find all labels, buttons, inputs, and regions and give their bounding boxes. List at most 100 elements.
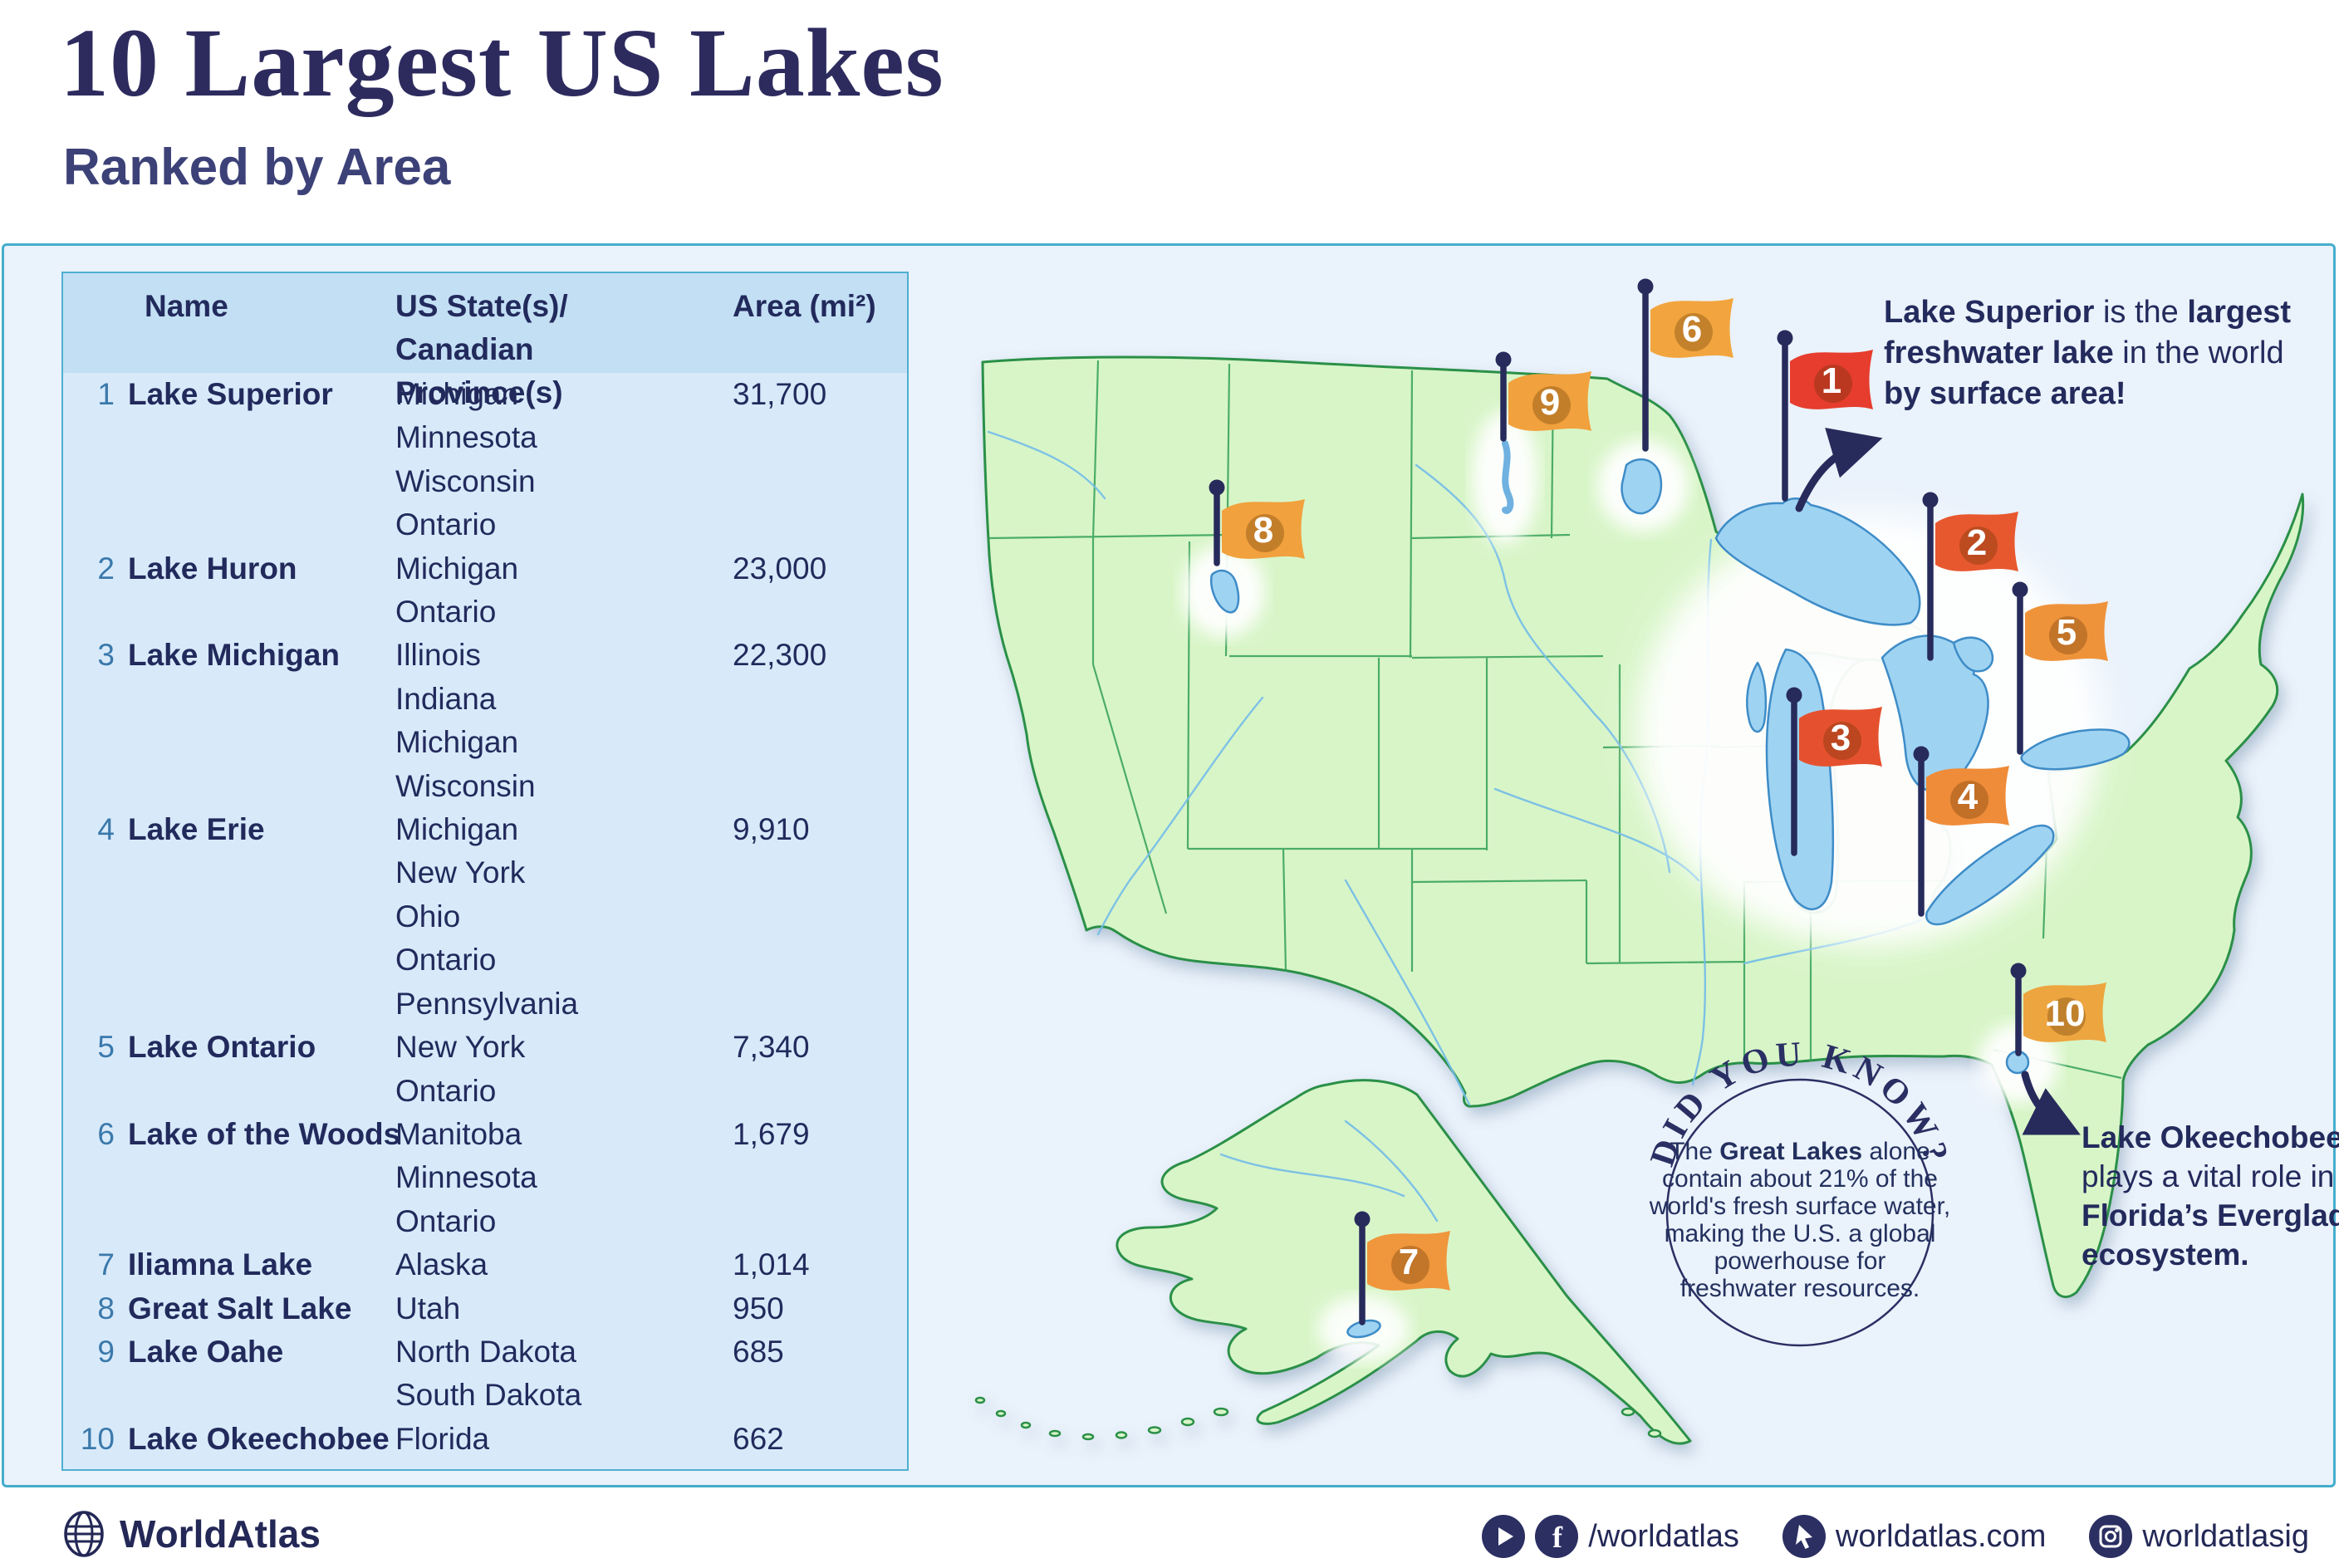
lake-name-cell: Lake Huron (128, 551, 297, 586)
okeechobee-annotation: Lake Okeechobee plays a vital role in Flor… (2082, 1120, 2339, 1272)
table-row: 3 Lake Michigan Illinois Indiana Michigan Wis… (63, 634, 907, 808)
social-group[interactable]: f/worldatlas (1482, 1515, 1739, 1558)
svg-text:4: 4 (1958, 777, 1979, 817)
rank-cell: 5 (97, 1030, 115, 1065)
lake-name-cell: Lake Superior (128, 377, 333, 411)
aleutian-islands (974, 1396, 1662, 1441)
svg-text:6: 6 (1682, 309, 1702, 350)
area-cell: 662 (733, 1421, 784, 1456)
table-row: 7 Iliamna Lake Alaska 1,014 (63, 1243, 907, 1286)
svg-text:10: 10 (2045, 993, 2086, 1034)
lake-of-the-woods (1621, 458, 1663, 515)
area-cell: 22,300 (733, 638, 827, 673)
flag-marker-4: 4 (1913, 746, 2009, 917)
area-cell: 950 (733, 1291, 784, 1325)
area-cell: 1,014 (733, 1247, 810, 1282)
cursor-icon[interactable] (1782, 1515, 1826, 1558)
lake-name-cell: Lake Oahe (128, 1334, 284, 1369)
lake-name-cell: Great Salt Lake (128, 1291, 352, 1325)
facebook-icon[interactable]: f (1535, 1515, 1579, 1558)
svg-text:f: f (1552, 1521, 1563, 1554)
lake-huron (1881, 635, 1989, 792)
instagram-icon[interactable] (2089, 1515, 2133, 1558)
table-row: 8 Great Salt Lake Utah 950 (63, 1287, 907, 1330)
svg-text:freshwater resources.: freshwater resources. (1680, 1275, 1920, 1302)
lakes-table: Name US State(s)/ Canadian Province(s) A… (61, 272, 909, 1472)
lake-name-cell: Iliamna Lake (128, 1247, 313, 1282)
page-subtitle: Ranked by Area (63, 139, 451, 196)
rank-cell: 4 (97, 812, 115, 847)
page-title: 10 Largest US Lakes (60, 8, 944, 117)
svg-text:9: 9 (1540, 382, 1560, 423)
flag-marker-5: 5 (2012, 581, 2108, 755)
regions-cell: Alaska (395, 1247, 488, 1282)
social-label: /worldatlas (1588, 1518, 1739, 1554)
social-label: worldatlas.com (1835, 1518, 2047, 1554)
regions-cell: Michigan New York Ohio Ontario Pennsylvania (395, 812, 579, 1021)
flag-marker-6: 6 (1637, 278, 1733, 452)
svg-text:powerhouse for: powerhouse for (1714, 1247, 1886, 1275)
regions-cell: Michigan Ontario (395, 551, 519, 630)
header-region: US State(s)/ Canadian Province(s) (395, 289, 568, 409)
area-cell: 23,000 (733, 551, 827, 586)
area-cell: 1,679 (733, 1116, 810, 1151)
rank-cell: 2 (97, 551, 115, 586)
flag-marker-8: 8 (1209, 479, 1305, 566)
svg-text:1: 1 (1822, 360, 1841, 401)
table-row: 1 Lake Superior Michigan Minnesota Wisconsin… (63, 373, 907, 547)
svg-text:2: 2 (1967, 522, 1987, 563)
table-row: 9 Lake Oahe North Dakota South Dakota 685 (63, 1330, 907, 1418)
social-group[interactable]: worldatlasig (2089, 1515, 2309, 1558)
area-cell: 9,910 (733, 812, 810, 847)
rank-cell: 1 (97, 377, 115, 411)
superior-annotation: Lake Superior is the largest freshwater l… (1884, 295, 2291, 411)
flag-marker-1: 1 (1777, 330, 1873, 502)
svg-text:7: 7 (1399, 1242, 1419, 1282)
great-salt-lake (1209, 569, 1240, 614)
social-label: worldatlasig (2142, 1518, 2309, 1554)
lake-oahe (1502, 440, 1514, 514)
header-area: Area (mi²) (733, 289, 876, 323)
lake-name-cell: Lake Erie (128, 812, 265, 847)
table-row: 5 Lake Ontario New York Ontario 7,340 (63, 1026, 907, 1113)
regions-cell: North Dakota South Dakota (395, 1334, 582, 1413)
lake-name-cell: Lake Okeechobee (128, 1421, 390, 1456)
regions-cell: Manitoba Minnesota Ontario (395, 1116, 537, 1238)
globe-icon (64, 1511, 104, 1557)
svg-text:making the U.S. a global: making the U.S. a global (1665, 1220, 1936, 1247)
svg-text:5: 5 (2057, 612, 2077, 653)
rank-cell: 9 (97, 1334, 115, 1369)
svg-text:contain about 21% of the: contain about 21% of the (1662, 1165, 1938, 1193)
regions-cell: Michigan Minnesota Wisconsin Ontario (395, 377, 537, 542)
georgian-bay (1952, 636, 1994, 673)
header-name: Name (145, 289, 228, 323)
flag-marker-10: 10 (2010, 963, 2106, 1056)
table-row: 4 Lake Erie Michigan New York Ohio Ontario Pen… (63, 808, 907, 1026)
svg-text:8: 8 (1253, 510, 1273, 551)
lake-erie (1925, 824, 2055, 926)
rank-cell: 10 (80, 1421, 115, 1456)
rank-cell: 7 (97, 1247, 115, 1282)
green-bay (1746, 661, 1768, 733)
svg-text:3: 3 (1831, 718, 1851, 758)
area-cell: 685 (733, 1334, 784, 1369)
lake-name-cell: Lake Michigan (128, 638, 340, 673)
table-row: 10 Lake Okeechobee Florida 662 (63, 1418, 907, 1461)
regions-cell: New York Ontario (395, 1030, 526, 1108)
social-links: f/worldatlas worldatlas.com worldatlasig (1482, 1515, 2309, 1558)
flag-marker-7: 7 (1354, 1211, 1450, 1325)
regions-cell: Illinois Indiana Michigan Wisconsin (395, 638, 536, 803)
lake-name-cell: Lake of the Woods (128, 1116, 401, 1151)
rank-cell: 8 (97, 1291, 115, 1325)
social-group[interactable]: worldatlas.com (1782, 1515, 2046, 1558)
table-row: 6 Lake of the Woods Manitoba Minnesota Ontar… (63, 1113, 907, 1243)
regions-cell: Utah (395, 1291, 461, 1325)
okeechobee-arrow (2021, 1071, 2081, 1135)
regions-cell: Florida (395, 1421, 490, 1456)
rank-cell: 6 (97, 1116, 115, 1151)
play-icon[interactable] (1482, 1515, 1526, 1558)
rank-cell: 3 (97, 638, 115, 673)
area-cell: 31,700 (733, 377, 827, 411)
lake-ontario (2020, 728, 2131, 771)
